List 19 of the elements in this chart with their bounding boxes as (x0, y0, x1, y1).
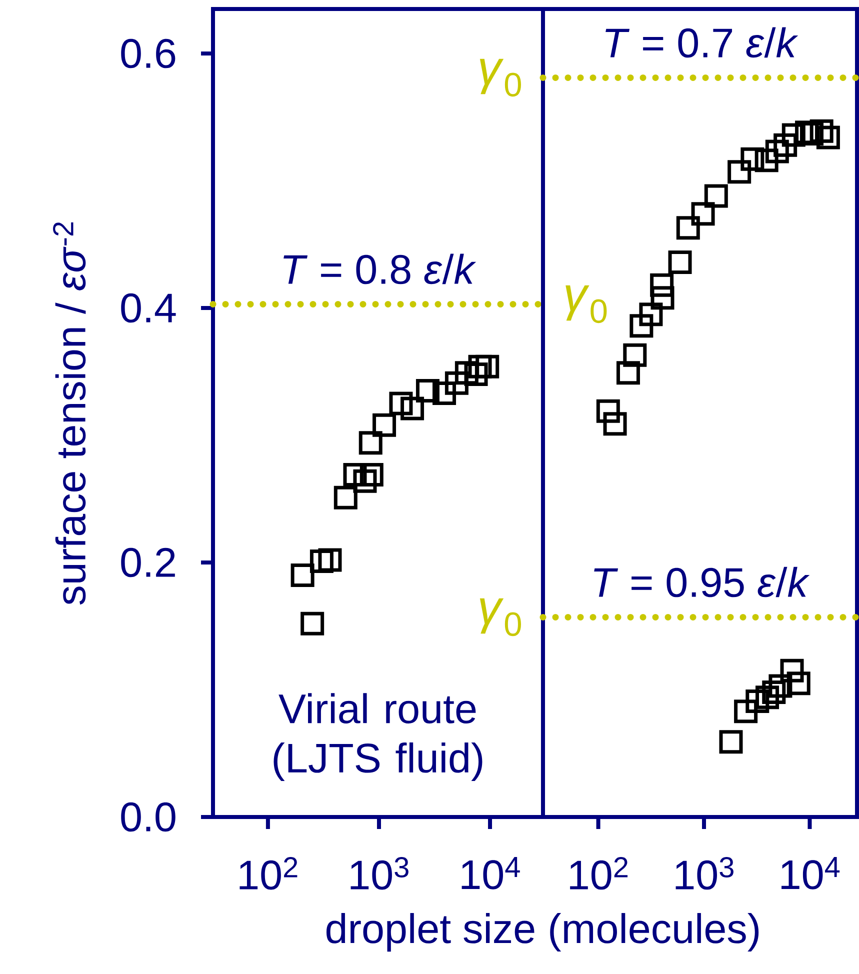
ref-line-label: γ$_{0}$ (480, 58, 521, 97)
ref-line-label: γ$_{0}$ (566, 285, 607, 324)
y-tick-label: 0.0 (121, 802, 176, 832)
x-axis-title: droplet size (molecules) (326, 913, 759, 952)
annotation: T = 0.95 ε/k (594, 566, 810, 598)
annotation: T = 0.7 ε/k (606, 27, 798, 58)
x-tick-label: 10$^{4}$ (782, 857, 840, 890)
x-tick-label: 10$^{3}$ (350, 857, 408, 890)
y-tick-label: 0.6 (121, 38, 176, 68)
ref-line-label: γ$_{0}$ (480, 598, 521, 636)
x-tick-label: 10$^{3}$ (676, 857, 734, 890)
annotation: Virial route (LJTS fluid) (274, 693, 482, 781)
x-tick-label: 10$^{4}$ (462, 857, 520, 890)
y-tick-label: 0.2 (121, 548, 175, 578)
y-axis-title: surface tension / εσ$^{-2}$ (53, 222, 86, 605)
annotation: T = 0.8 ε/k (284, 254, 476, 284)
x-tick-label: 10$^{2}$ (570, 857, 628, 890)
y-tick-label: 0.4 (121, 293, 176, 323)
x-tick-label: 10$^{2}$ (240, 857, 298, 890)
